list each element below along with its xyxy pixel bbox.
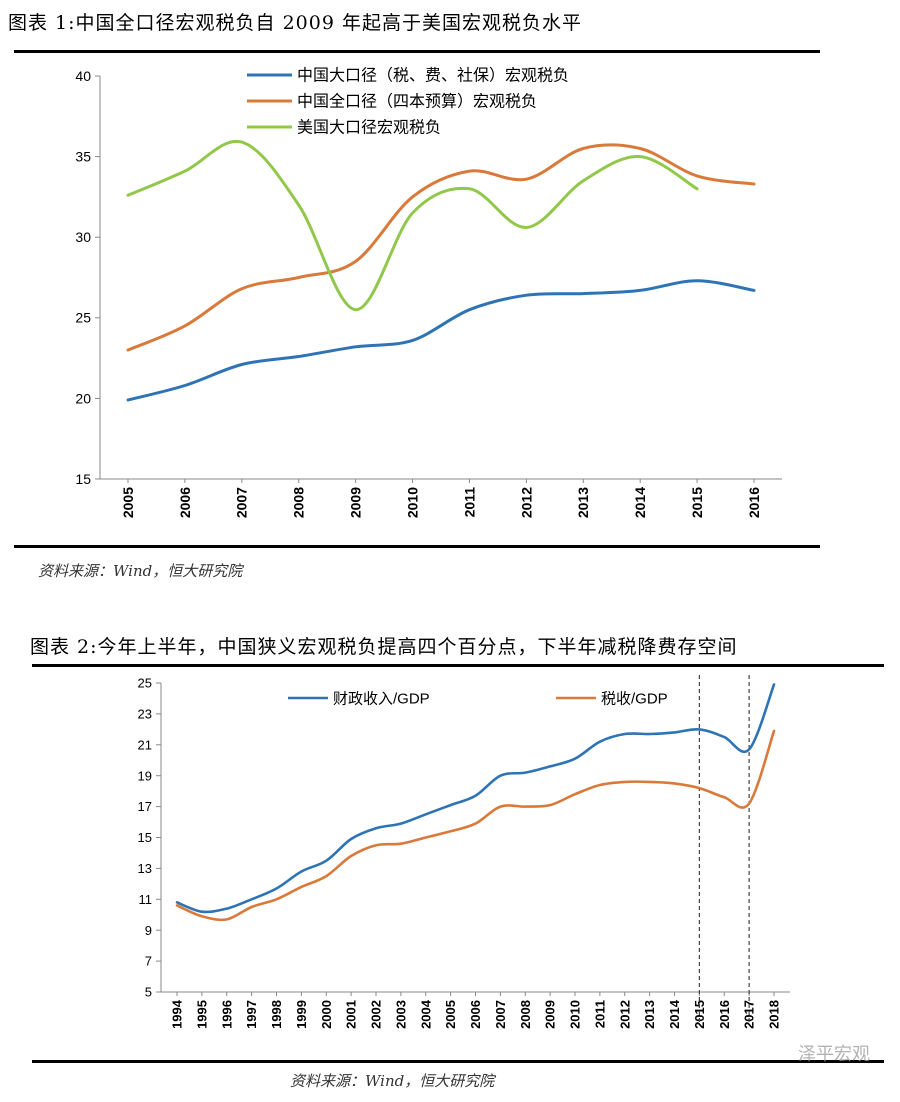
c2-x-tick-label: 2006 xyxy=(468,1000,483,1029)
c2-x-tick-label: 2013 xyxy=(642,1000,657,1029)
c2-series-2-line xyxy=(175,729,776,922)
c2-series-1-line xyxy=(175,683,776,914)
c2-x-tick-label: 2005 xyxy=(443,1000,458,1029)
c1-x-tick-label: 2011 xyxy=(461,487,477,518)
figure1-top-rule xyxy=(14,50,820,53)
c1-legend-label: 中国全口径（四本预算）宏观税负 xyxy=(297,92,537,111)
c1-x-tick-label: 2006 xyxy=(177,487,193,518)
c2-x-tick-label: 1997 xyxy=(244,1000,259,1029)
c1-y-tick-label: 30 xyxy=(75,229,91,245)
c2-y-tick-label: 19 xyxy=(138,768,152,783)
c1-x-tick-label: 2015 xyxy=(689,487,705,518)
c2-y-tick-label: 25 xyxy=(138,676,152,691)
c2-x-tick-label: 2002 xyxy=(369,1000,384,1029)
c1-y-tick-label: 15 xyxy=(75,471,91,487)
chart1: 15 20 25 30 35 40 2005 2006 2007 2008 2009 2010 2011… xyxy=(75,67,782,518)
c2-y-tick-label: 5 xyxy=(145,985,152,1000)
c1-series-2-line xyxy=(126,143,756,352)
c1-x-tick-label: 2005 xyxy=(120,487,136,518)
c2-y-tick-label: 21 xyxy=(138,737,152,752)
c1-x-tick-label: 2007 xyxy=(234,487,250,518)
figure1-bottom-rule xyxy=(14,545,820,548)
c2-x-tick-label: 2010 xyxy=(568,1000,583,1029)
c2-x-tick-label: 2009 xyxy=(543,1000,558,1029)
c2-x-tick-label: 2014 xyxy=(667,999,682,1029)
c2-y-tick-label: 11 xyxy=(139,892,153,907)
c1-y-tick-label: 35 xyxy=(75,149,91,165)
c2-x-tick-label: 1998 xyxy=(269,1000,284,1029)
c1-y-tick-label: 20 xyxy=(75,390,91,406)
figure2-bottom-rule xyxy=(32,1060,884,1063)
c2-x-tick-label: 1996 xyxy=(219,1000,234,1029)
c2-x-tick-label: 2004 xyxy=(418,999,433,1029)
c2-y-tick-label: 15 xyxy=(138,830,152,845)
c1-x-tick-label: 2016 xyxy=(746,487,762,518)
c1-legend-label: 美国大口径宏观税负 xyxy=(297,119,441,137)
c2-y-tick-label: 7 xyxy=(145,954,152,969)
c1-legend-label: 中国大口径（税、费、社保）宏观税负 xyxy=(297,67,569,85)
c1-x-tick-label: 2008 xyxy=(291,487,307,518)
c1-x-tick-label: 2009 xyxy=(348,487,364,518)
figure2-title: 图表 2:今年上半年，中国狭义宏观税负提高四个百分点，下半年减税降费存空间 xyxy=(30,636,738,658)
figure1-source: 资料来源：Wind，恒大研究院 xyxy=(38,562,243,580)
c2-x-tick-label: 2018 xyxy=(767,1000,782,1029)
c1-y-tick-label: 40 xyxy=(75,68,91,84)
c2-y-tick-label: 13 xyxy=(138,861,152,876)
c2-x-tick-label: 2012 xyxy=(617,1000,632,1029)
c1-series-1-line xyxy=(126,279,756,402)
c1-series-3-line xyxy=(126,139,699,312)
c2-x-tick-label: 2007 xyxy=(493,1000,508,1029)
c2-x-tick-label: 1994 xyxy=(170,999,185,1029)
c2-y-tick-label: 9 xyxy=(145,923,152,938)
c1-x-tick-label: 2013 xyxy=(575,487,591,518)
c2-legend-label: 税收/GDP xyxy=(601,690,668,707)
c2-legend-label: 财政收入/GDP xyxy=(333,690,430,707)
figure2-top-rule xyxy=(32,664,884,667)
c2-y-tick-label: 17 xyxy=(138,799,152,814)
c2-y-tick-label: 23 xyxy=(138,706,152,721)
figure2-source: 资料来源：Wind，恒大研究院 xyxy=(290,1072,495,1090)
c1-y-tick-label: 25 xyxy=(75,310,91,326)
c2-x-tick-label: 2003 xyxy=(393,1000,408,1029)
c2-x-tick-label: 2000 xyxy=(319,1000,334,1029)
c2-x-tick-label: 2016 xyxy=(717,1000,732,1029)
watermark: 泽平宏观 xyxy=(798,1044,870,1065)
c2-x-tick-label: 1999 xyxy=(294,1000,309,1029)
c2-x-tick-label: 2011 xyxy=(592,1000,607,1028)
figure1-title: 图表 1:中国全口径宏观税负自 2009 年起高于美国宏观税负水平 xyxy=(8,12,582,34)
c2-x-tick-label: 1995 xyxy=(194,1000,209,1029)
c1-x-tick-label: 2010 xyxy=(404,487,420,518)
c1-x-tick-label: 2014 xyxy=(632,487,648,518)
c2-x-tick-label: 2001 xyxy=(344,1000,359,1029)
c1-x-tick-label: 2012 xyxy=(518,487,534,518)
c2-x-tick-label: 2008 xyxy=(518,1000,533,1029)
